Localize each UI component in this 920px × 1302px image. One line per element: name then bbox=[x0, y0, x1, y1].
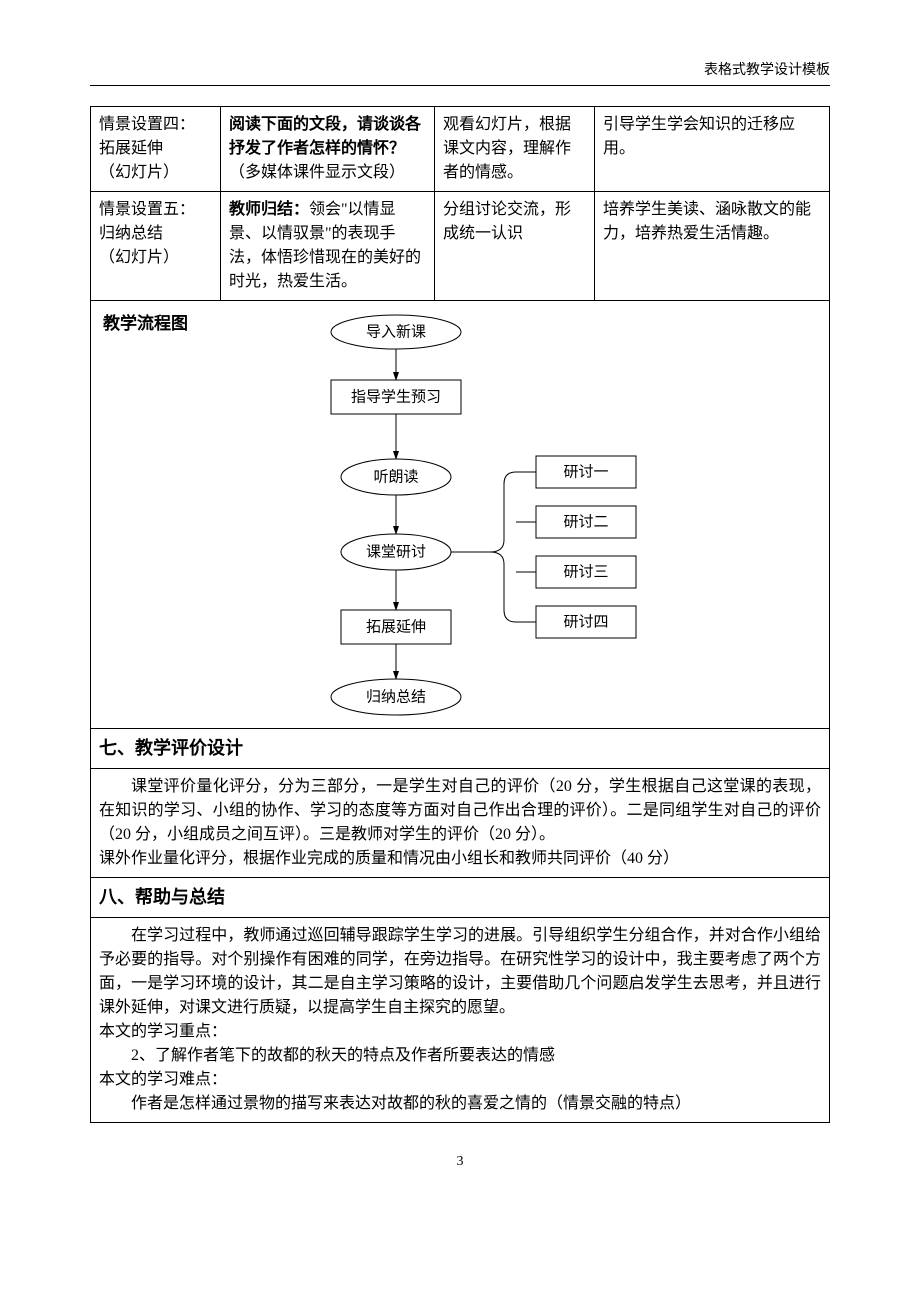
header-rule bbox=[90, 85, 830, 86]
svg-text:研讨一: 研讨一 bbox=[563, 463, 608, 480]
section7-p2: 课外作业量化评分，根据作业完成的质量和情况由小组长和教师共同评价（40 分） bbox=[99, 847, 821, 871]
page-number: 3 bbox=[90, 1151, 830, 1172]
svg-text:拓展延伸: 拓展延伸 bbox=[366, 618, 426, 635]
cell-scene5-activity: 分组讨论交流，形成统一认识 bbox=[435, 192, 595, 301]
table-row: 情景设置四： 拓展延伸 （幻灯片） 阅读下面的文段，请谈谈各抒发了作者怎样的情怀… bbox=[91, 107, 830, 192]
svg-text:归纳总结: 归纳总结 bbox=[366, 688, 426, 705]
flowchart-label: 教学流程图 bbox=[99, 307, 192, 341]
section8-body-row: 在学习过程中，教师通过巡回辅导跟踪学生学习的进展。引导组织学生分组合作，并对合作… bbox=[91, 918, 830, 1123]
flowchart-row: 教学流程图 导入新课指导学生预习听朗读课堂研讨拓展延伸归纳总结 研讨一研讨二研讨三… bbox=[91, 301, 830, 729]
scene5-bold: 教师归结： bbox=[229, 201, 309, 218]
cell-scene4-title: 情景设置四： 拓展延伸 （幻灯片） bbox=[91, 107, 221, 192]
section8-body: 在学习过程中，教师通过巡回辅导跟踪学生学习的进展。引导组织学生分组合作，并对合作… bbox=[91, 918, 830, 1123]
cell-scene4-activity: 观看幻灯片，根据课文内容，理解作者的情感。 bbox=[435, 107, 595, 192]
svg-text:课堂研讨: 课堂研讨 bbox=[366, 543, 426, 560]
section7-body: 课堂评价量化评分，分为三部分，一是学生对自己的评价（20 分，学生根据自己这堂课… bbox=[91, 769, 830, 878]
svg-text:研讨四: 研讨四 bbox=[563, 613, 608, 630]
section8-title: 八、帮助与总结 bbox=[91, 878, 830, 918]
cell-scene5-title: 情景设置五： 归纳总结 （幻灯片） bbox=[91, 192, 221, 301]
flowchart-cell: 教学流程图 导入新课指导学生预习听朗读课堂研讨拓展延伸归纳总结 研讨一研讨二研讨三… bbox=[91, 301, 830, 729]
header-title: 表格式教学设计模板 bbox=[90, 60, 830, 81]
svg-text:指导学生预习: 指导学生预习 bbox=[351, 388, 441, 405]
section7-p1: 课堂评价量化评分，分为三部分，一是学生对自己的评价（20 分，学生根据自己这堂课… bbox=[99, 775, 821, 847]
scene4-bold: 阅读下面的文段，请谈谈各抒发了作者怎样的情怀？ bbox=[229, 116, 421, 157]
section8-l3: 本文的学习难点： bbox=[99, 1068, 821, 1092]
table-row: 情景设置五： 归纳总结 （幻灯片） 教师归结：领会"以情显景、以情驭景"的表现手… bbox=[91, 192, 830, 301]
cell-scene4-goal: 引导学生学会知识的迁移应用。 bbox=[595, 107, 830, 192]
section7-body-row: 课堂评价量化评分，分为三部分，一是学生对自己的评价（20 分，学生根据自己这堂课… bbox=[91, 769, 830, 878]
main-table: 情景设置四： 拓展延伸 （幻灯片） 阅读下面的文段，请谈谈各抒发了作者怎样的情怀… bbox=[90, 106, 830, 1123]
cell-scene5-goal: 培养学生美读、涵咏散文的能力，培养热爱生活情趣。 bbox=[595, 192, 830, 301]
svg-text:导入新课: 导入新课 bbox=[366, 323, 426, 340]
svg-text:研讨二: 研讨二 bbox=[563, 513, 608, 530]
section8-title-row: 八、帮助与总结 bbox=[91, 878, 830, 918]
svg-text:研讨三: 研讨三 bbox=[563, 563, 608, 580]
scene4-plain: （多媒体课件显示文段） bbox=[229, 164, 405, 181]
section7-title: 七、教学评价设计 bbox=[91, 729, 830, 769]
svg-text:听朗读: 听朗读 bbox=[373, 468, 418, 485]
cell-scene5-content: 教师归结：领会"以情显景、以情驭景"的表现手法，体悟珍惜现在的美好的时光，热爱生… bbox=[221, 192, 435, 301]
section8-l4: 作者是怎样通过景物的描写来表达对故都的秋的喜爱之情的（情景交融的特点） bbox=[99, 1092, 821, 1116]
section8-l1: 本文的学习重点： bbox=[99, 1020, 821, 1044]
cell-scene4-content: 阅读下面的文段，请谈谈各抒发了作者怎样的情怀？ （多媒体课件显示文段） bbox=[221, 107, 435, 192]
section8-l2: 2、了解作者笔下的故都的秋天的特点及作者所要表达的情感 bbox=[99, 1044, 821, 1068]
section8-p1: 在学习过程中，教师通过巡回辅导跟踪学生学习的进展。引导组织学生分组合作，并对合作… bbox=[99, 924, 821, 1020]
section7-title-row: 七、教学评价设计 bbox=[91, 729, 830, 769]
flowchart-svg: 导入新课指导学生预习听朗读课堂研讨拓展延伸归纳总结 研讨一研讨二研讨三研讨四 bbox=[196, 307, 736, 722]
document-page: 表格式教学设计模板 情景设置四： 拓展延伸 （幻灯片） 阅读下面的文段，请谈谈各… bbox=[0, 0, 920, 1212]
